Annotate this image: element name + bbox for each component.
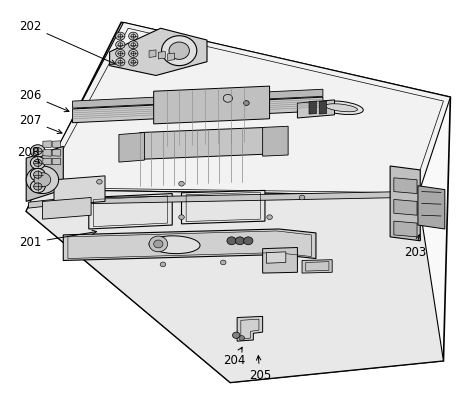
Polygon shape: [54, 176, 105, 205]
Text: 202: 202: [19, 20, 115, 64]
Circle shape: [129, 41, 138, 49]
Circle shape: [129, 49, 138, 57]
Polygon shape: [228, 94, 251, 102]
Circle shape: [267, 215, 272, 220]
Polygon shape: [181, 190, 265, 224]
Polygon shape: [43, 158, 51, 165]
Circle shape: [154, 240, 163, 248]
Polygon shape: [52, 149, 60, 156]
Ellipse shape: [326, 104, 358, 112]
Polygon shape: [42, 198, 91, 219]
Polygon shape: [263, 248, 298, 273]
Polygon shape: [154, 86, 270, 124]
Polygon shape: [140, 128, 265, 159]
Circle shape: [33, 183, 42, 190]
Polygon shape: [237, 316, 263, 341]
Text: 201: 201: [19, 230, 97, 249]
Circle shape: [30, 156, 45, 169]
Text: 203: 203: [404, 235, 426, 259]
Polygon shape: [309, 101, 316, 114]
Polygon shape: [394, 199, 417, 215]
Circle shape: [235, 237, 245, 245]
Circle shape: [169, 42, 189, 59]
Polygon shape: [26, 23, 451, 382]
Polygon shape: [43, 149, 51, 156]
Polygon shape: [28, 192, 404, 208]
Circle shape: [116, 58, 125, 66]
Circle shape: [160, 262, 166, 267]
Circle shape: [33, 147, 42, 154]
Circle shape: [227, 237, 236, 245]
Polygon shape: [89, 194, 172, 229]
Text: 206: 206: [19, 88, 69, 112]
Polygon shape: [73, 97, 323, 123]
Circle shape: [129, 32, 138, 40]
Polygon shape: [167, 53, 174, 60]
Polygon shape: [263, 126, 288, 156]
Circle shape: [26, 166, 59, 194]
Circle shape: [34, 173, 51, 187]
Polygon shape: [149, 50, 156, 57]
Circle shape: [30, 180, 45, 193]
Circle shape: [33, 159, 42, 166]
Text: 204: 204: [223, 347, 246, 367]
Ellipse shape: [319, 101, 363, 115]
Polygon shape: [26, 146, 63, 201]
Circle shape: [116, 49, 125, 57]
Polygon shape: [418, 186, 445, 229]
Polygon shape: [63, 229, 316, 260]
Circle shape: [30, 168, 45, 181]
Polygon shape: [26, 190, 444, 382]
Polygon shape: [158, 51, 165, 59]
Polygon shape: [302, 260, 332, 273]
Circle shape: [223, 94, 232, 102]
Polygon shape: [43, 141, 51, 147]
Polygon shape: [394, 178, 417, 194]
Circle shape: [220, 260, 226, 265]
Circle shape: [244, 237, 253, 245]
Polygon shape: [35, 23, 451, 196]
Circle shape: [239, 336, 245, 340]
Circle shape: [129, 58, 138, 66]
Polygon shape: [52, 158, 60, 165]
Polygon shape: [73, 89, 323, 108]
Circle shape: [161, 36, 197, 66]
Circle shape: [232, 332, 240, 339]
Text: 205: 205: [249, 356, 271, 382]
Circle shape: [97, 179, 102, 184]
Text: 207: 207: [19, 114, 62, 134]
Polygon shape: [119, 133, 145, 162]
Circle shape: [116, 41, 125, 49]
Polygon shape: [298, 100, 334, 118]
Polygon shape: [390, 166, 420, 241]
Polygon shape: [394, 221, 417, 237]
Polygon shape: [52, 141, 60, 147]
Ellipse shape: [149, 236, 200, 254]
Circle shape: [244, 101, 249, 105]
Circle shape: [299, 195, 305, 200]
Circle shape: [116, 32, 125, 40]
Polygon shape: [110, 28, 207, 75]
Circle shape: [179, 215, 184, 220]
Circle shape: [149, 236, 167, 252]
Circle shape: [33, 171, 42, 178]
Text: 208: 208: [17, 146, 40, 162]
Polygon shape: [319, 101, 326, 114]
Circle shape: [179, 181, 184, 186]
Circle shape: [30, 145, 45, 157]
Polygon shape: [266, 252, 286, 263]
